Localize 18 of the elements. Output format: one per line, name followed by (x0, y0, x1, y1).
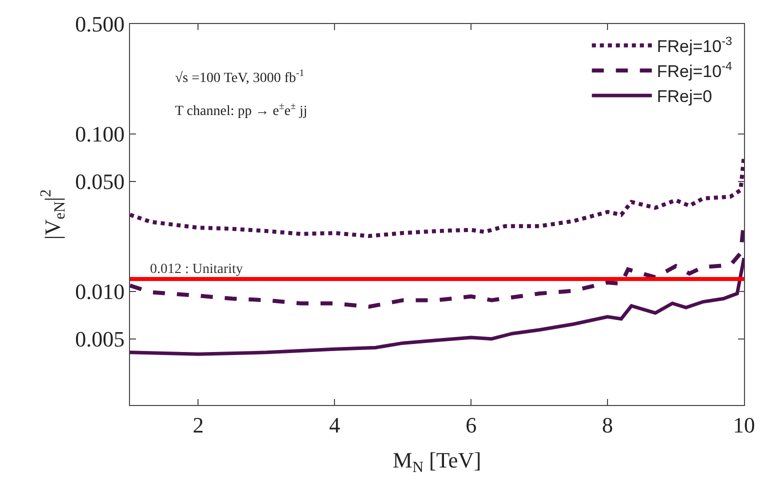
annotation: √s =100 TeV, 3000 fb$^{-1}$ (175, 68, 304, 86)
y-tick-label: 0.005 (75, 326, 125, 352)
ref-line-label: 0.012 : Unitarity (150, 262, 243, 277)
annotation: T channel: pp → e$^{±}$e$^{±}$ jj (175, 101, 308, 119)
line-series (130, 256, 744, 356)
x-tick-label: 8 (602, 412, 614, 438)
y-tick-label: 0.050 (75, 169, 125, 194)
x-tick-label: 6 (466, 412, 477, 438)
x-axis-title: M$_{N}$ [TeV] (392, 447, 482, 476)
x-tick-label: 4 (329, 412, 340, 438)
legend-label: FRej=10$^{-3}$ (656, 34, 733, 56)
x-tick-label: 10 (733, 412, 755, 438)
legend-label: FRej=10$^{-4}$ (656, 58, 733, 82)
y-tick-label: 0.010 (75, 279, 125, 304)
y-tick-label: 0.100 (75, 122, 125, 147)
x-tick-label: 2 (192, 412, 204, 438)
y-tick-label: 0.500 (75, 12, 125, 37)
legend-label: FRej=0 (656, 87, 712, 106)
